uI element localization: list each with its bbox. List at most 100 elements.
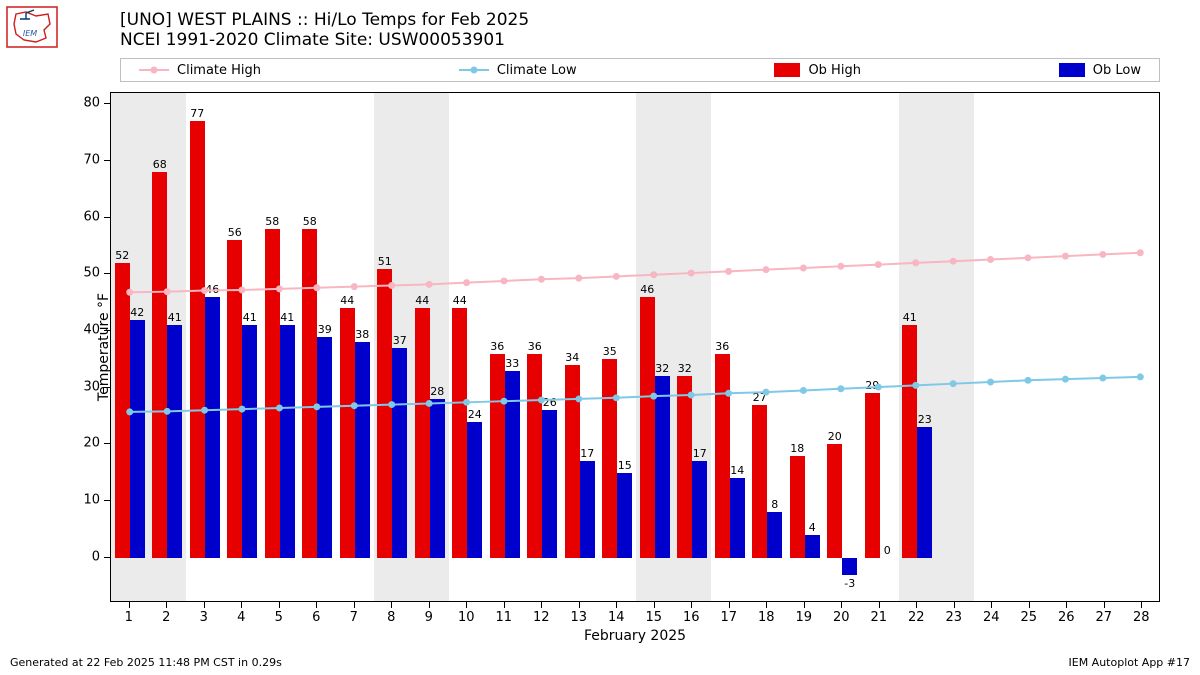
climate-low-marker [388,401,395,408]
xtick-label: 23 [945,610,962,625]
legend-label: Climate Low [497,63,577,78]
legend-label: Ob Low [1093,63,1141,78]
xtick-label: 19 [795,610,812,625]
xtick-label: 16 [683,610,700,625]
climate-high-marker [912,259,919,266]
climate-high-marker [501,277,508,284]
ytick-label: 60 [83,209,100,224]
climate-high-marker [1099,251,1106,258]
climate-low-marker [164,408,171,415]
legend-climate-low: Climate Low [459,63,577,78]
footer-generated: Generated at 22 Feb 2025 11:48 PM CST in… [10,656,282,669]
xtick-label: 7 [350,610,358,625]
climate-low-marker [1062,376,1069,383]
climate-high-marker [538,276,545,283]
climate-low-marker [800,387,807,394]
xtick-label: 17 [720,610,737,625]
climate-high-marker [1025,254,1032,261]
climate-high-marker [987,256,994,263]
xtick-label: 13 [570,610,587,625]
climate-low-marker [987,379,994,386]
climate-low-marker [912,382,919,389]
climate-low-marker [1099,375,1106,382]
ytick-label: 10 [83,493,100,508]
xtick-label: 28 [1133,610,1150,625]
climate-low-marker [351,402,358,409]
xtick-label: 6 [312,610,320,625]
climate-low-marker [725,390,732,397]
climate-high-marker [239,287,246,294]
ytick-label: 50 [83,266,100,281]
xtick-label: 14 [608,610,625,625]
ytick-label: 70 [83,153,100,168]
legend-climate-high: Climate High [139,63,261,78]
climate-low-marker [950,380,957,387]
climate-low-marker [1137,373,1144,380]
svg-text:IEM: IEM [23,29,37,38]
climate-low-marker [313,403,320,410]
climate-low-marker [501,398,508,405]
climate-low-marker [875,384,882,391]
climate-high-marker [276,285,283,292]
footer-appid: IEM Autoplot App #17 [1069,656,1191,669]
xtick-label: 5 [275,610,283,625]
climate-high-marker [1137,249,1144,256]
climate-low-marker [201,407,208,414]
xtick-label: 10 [458,610,475,625]
climate-high-marker [201,287,208,294]
climate-high-marker [426,281,433,288]
xtick-label: 9 [425,610,433,625]
climate-high-marker [1062,253,1069,260]
xtick-label: 27 [1095,610,1112,625]
climate-high-marker [575,275,582,282]
climate-low-marker [575,395,582,402]
xtick-label: 2 [162,610,170,625]
plot-area: Temperature °F February 2025 52687756585… [110,92,1160,602]
climate-high-marker [837,263,844,270]
chart-title-line1: [UNO] WEST PLAINS :: Hi/Lo Temps for Feb… [120,10,529,30]
xtick-label: 26 [1058,610,1075,625]
ytick-label: 30 [83,379,100,394]
climate-high-marker [875,261,882,268]
iem-logo: IEM [6,6,58,48]
chart-title-block: [UNO] WEST PLAINS :: Hi/Lo Temps for Feb… [120,10,529,50]
climate-high-marker [725,268,732,275]
xtick-label: 3 [200,610,208,625]
xtick-label: 15 [645,610,662,625]
climate-high-marker [800,264,807,271]
climate-high-marker [351,283,358,290]
climate-high-marker [463,279,470,286]
climate-low-marker [538,397,545,404]
climate-low-marker [763,389,770,396]
xtick-label: 1 [125,610,133,625]
xtick-label: 18 [758,610,775,625]
x-axis-label: February 2025 [584,628,686,644]
ytick-label: 20 [83,436,100,451]
xtick-label: 24 [983,610,1000,625]
climate-low-marker [276,404,283,411]
xtick-label: 25 [1020,610,1037,625]
climate-high-marker [763,266,770,273]
climate-low-marker [463,399,470,406]
legend-label: Ob High [808,63,861,78]
xtick-label: 12 [533,610,550,625]
climate-low-marker [239,406,246,413]
ytick-label: 80 [83,96,100,111]
climate-high-marker [126,289,133,296]
ytick-label: 0 [92,549,100,564]
climate-low-marker [650,393,657,400]
xtick-label: 22 [908,610,925,625]
climate-low-marker [1025,377,1032,384]
legend-ob-low: Ob Low [1059,63,1141,78]
xtick-label: 4 [237,610,245,625]
legend-label: Climate High [177,63,261,78]
climate-high-marker [388,282,395,289]
chart-title-line2: NCEI 1991-2020 Climate Site: USW00053901 [120,30,529,50]
climate-low-marker [126,408,133,415]
climate-high-marker [164,288,171,295]
climate-low-marker [688,391,695,398]
xtick-label: 8 [387,610,395,625]
xtick-label: 20 [833,610,850,625]
climate-high-marker [688,270,695,277]
climate-low-marker [426,400,433,407]
